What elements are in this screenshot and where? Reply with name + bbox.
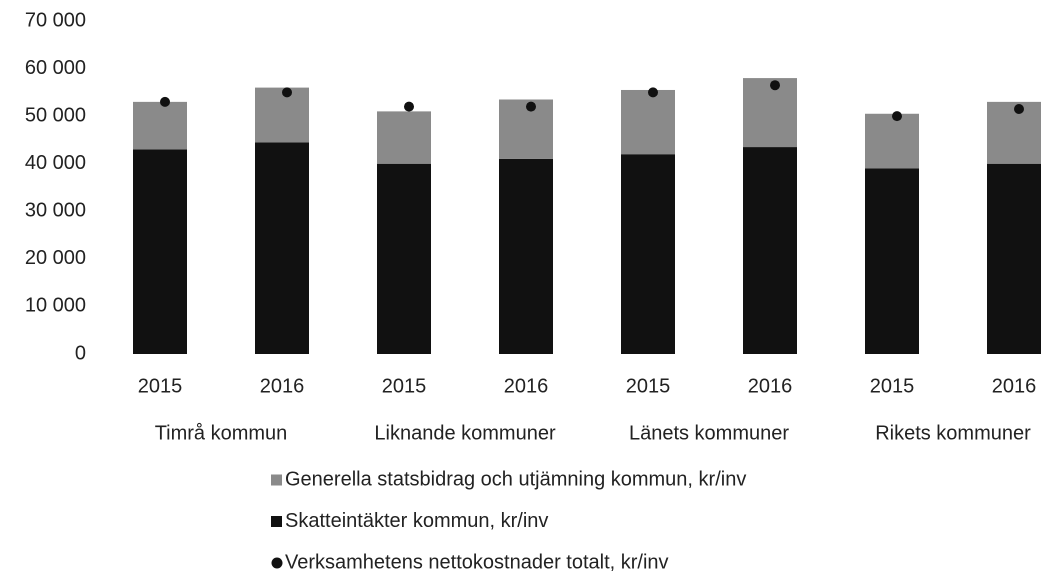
legend-label: Verksamhetens nettokostnader totalt, kr/… bbox=[285, 551, 669, 573]
bar-segment bbox=[621, 154, 675, 354]
y-tick-label: 50 000 bbox=[25, 104, 86, 126]
bar-segment bbox=[865, 113, 919, 169]
y-tick-label: 10 000 bbox=[25, 295, 86, 317]
x-tick-label: 2015 bbox=[626, 375, 671, 397]
legend-swatch bbox=[271, 516, 282, 527]
legend-swatch bbox=[271, 557, 283, 569]
group-label: Timrå kommun bbox=[155, 422, 288, 444]
y-tick-label: 40 000 bbox=[25, 152, 86, 174]
x-tick-label: 2015 bbox=[870, 375, 915, 397]
x-tick-label: 2015 bbox=[138, 375, 183, 397]
marker bbox=[404, 101, 414, 112]
legend-label: Generella statsbidrag och utjämning komm… bbox=[285, 468, 746, 490]
x-tick-label: 2016 bbox=[748, 375, 793, 397]
y-tick-label: 60 000 bbox=[25, 57, 86, 79]
bar-segment bbox=[255, 142, 309, 354]
x-tick-label: 2015 bbox=[382, 375, 427, 397]
bar-segment bbox=[987, 163, 1041, 354]
marker bbox=[160, 96, 170, 107]
bar-segment bbox=[133, 149, 187, 354]
bar-segment bbox=[987, 101, 1041, 164]
x-tick-label: 2016 bbox=[504, 375, 549, 397]
bar-segment bbox=[621, 89, 675, 155]
y-tick-label: 0 bbox=[75, 342, 86, 364]
group-label: Länets kommuner bbox=[629, 422, 789, 444]
group-label: Liknande kommuner bbox=[374, 422, 556, 444]
y-tick-label: 20 000 bbox=[25, 247, 86, 269]
legend-swatch bbox=[271, 474, 282, 486]
marker bbox=[1014, 104, 1024, 115]
bar-segment bbox=[377, 111, 431, 164]
x-tick-label: 2016 bbox=[260, 375, 305, 397]
bar-segment bbox=[743, 78, 797, 148]
x-tick-label: 2016 bbox=[992, 375, 1037, 397]
marker bbox=[282, 87, 292, 98]
y-tick-label: 70 000 bbox=[25, 9, 86, 31]
marker bbox=[526, 101, 536, 112]
bar-segment bbox=[499, 158, 553, 354]
bar-segment bbox=[377, 163, 431, 354]
bar-segment bbox=[255, 87, 309, 143]
bar-segment bbox=[133, 101, 187, 150]
bar-segment bbox=[865, 168, 919, 354]
legend-label: Skatteintäkter kommun, kr/inv bbox=[285, 510, 548, 532]
marker bbox=[892, 111, 902, 122]
group-label: Rikets kommuner bbox=[875, 422, 1031, 444]
marker bbox=[648, 87, 658, 98]
bar-segment bbox=[743, 147, 797, 354]
y-tick-label: 30 000 bbox=[25, 200, 86, 222]
bar-segment bbox=[499, 99, 553, 159]
marker bbox=[770, 80, 780, 91]
